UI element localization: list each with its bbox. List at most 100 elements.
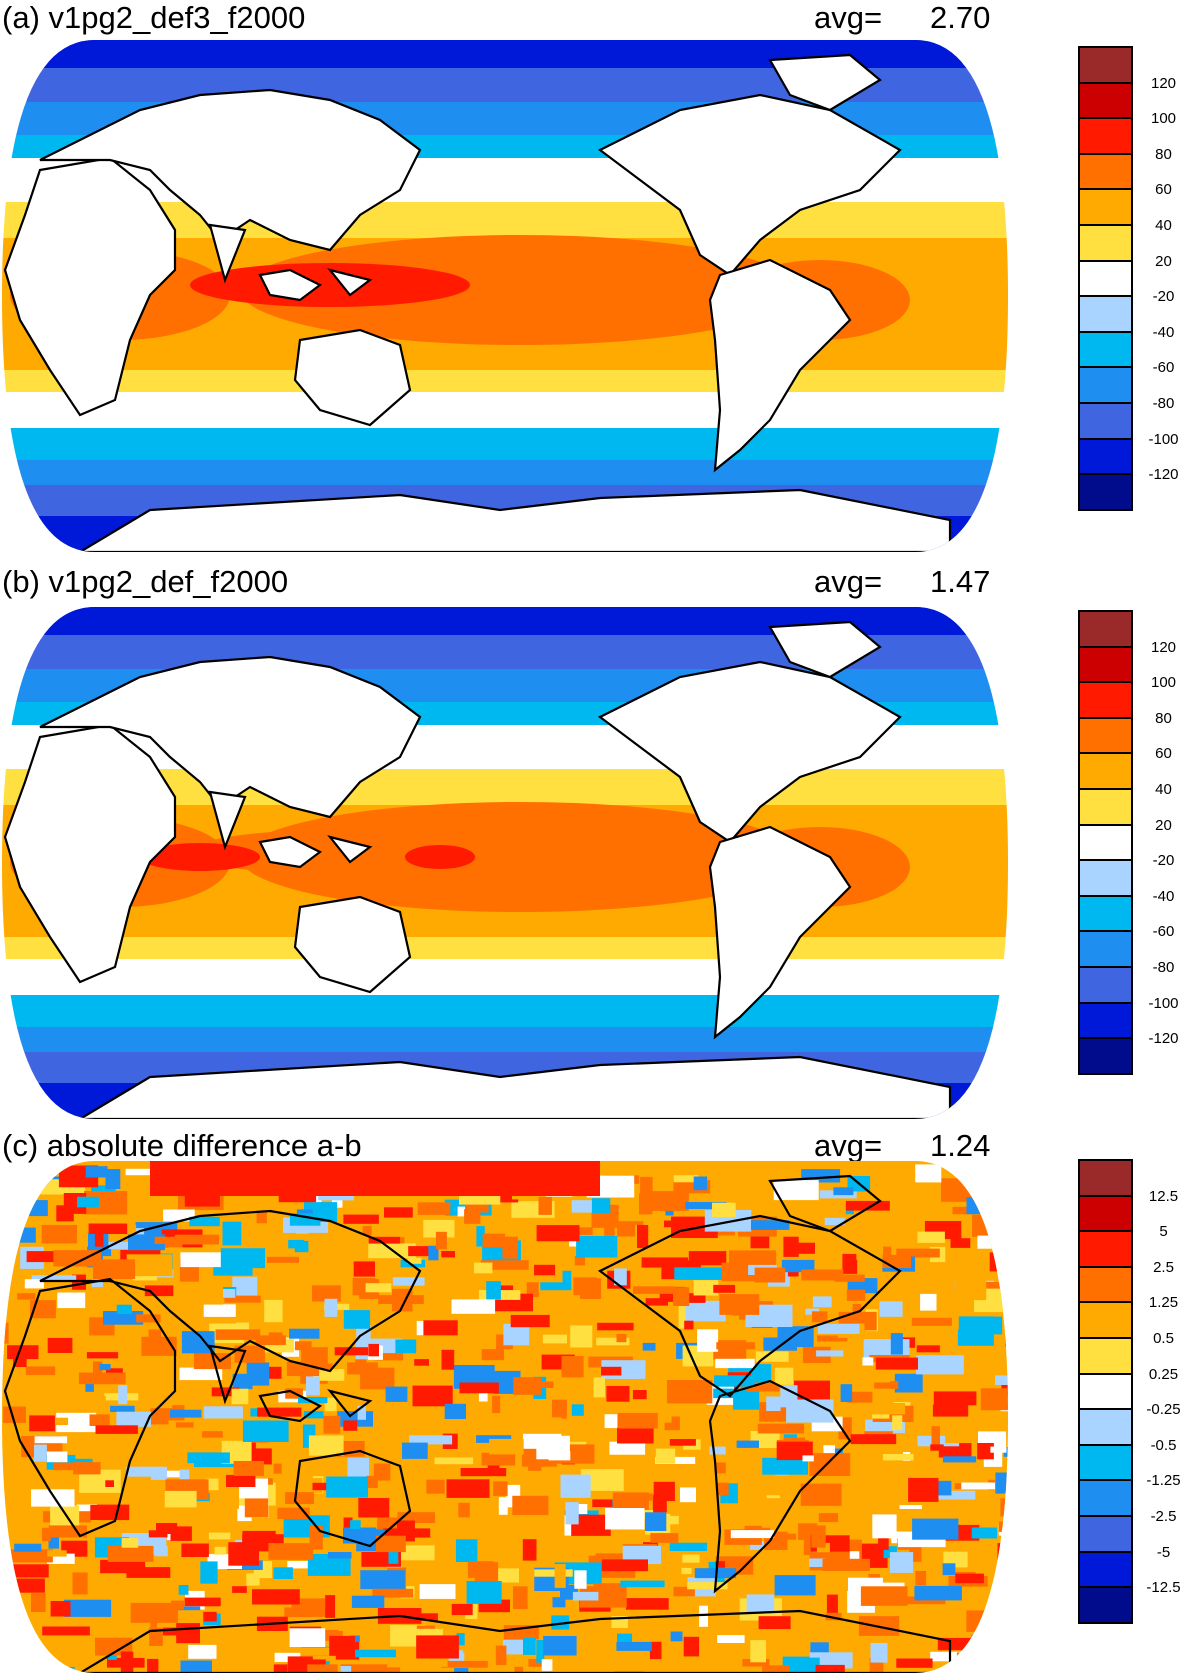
field-cell [673,1586,695,1597]
landmass-outline [597,1214,902,1398]
colorbar-swatch [1078,825,1133,862]
colorbar-swatch [1078,404,1133,440]
field-cell [816,1350,844,1357]
field-cell [222,1221,242,1246]
colorbar-swatch [1078,861,1133,897]
field-cell [716,1653,749,1666]
field-cell [353,1261,375,1277]
field-cell [456,1633,465,1646]
field-cell [992,1202,1008,1216]
field-cell [365,1283,392,1293]
field-bands [2,1161,1008,1673]
field-band [2,607,1008,629]
field-cell [503,1323,530,1346]
field-cell [552,1597,566,1608]
field-cell [434,1457,474,1465]
field-cell [274,1652,301,1662]
field-cell [673,1175,699,1183]
field-cell [669,1439,696,1446]
field-cell [956,1652,976,1670]
field-cell [295,1647,334,1656]
landmass-outline [293,1449,412,1548]
field-cell [24,1279,44,1289]
field-cell [498,1497,508,1515]
field-cell [645,1512,667,1531]
field-cell [697,1521,745,1530]
field-cell [48,1525,87,1538]
colorbar-tick-label: -100 [1148,430,1179,448]
field-band [2,959,1008,995]
field-cell [218,1485,239,1509]
field-cell [773,1180,819,1201]
landmass-outline [768,53,882,112]
field-cell [307,1554,351,1576]
field-cell [95,1637,133,1656]
colorbar-tick-label: -40 [1152,323,1175,341]
field-cell [840,1384,853,1402]
field-cell [136,1314,161,1323]
field-cell [147,1658,159,1673]
field-cell [617,1427,654,1444]
field-cell [180,1252,224,1268]
field-cell [674,1267,722,1280]
field-cell [997,1643,1008,1660]
landmass-outline [768,1174,882,1233]
field-cell [326,1476,368,1498]
field-cell [712,1202,736,1218]
field-cell [1000,1592,1008,1600]
field-cell [347,1362,378,1375]
field-cell [715,1358,755,1369]
field-cell [616,1641,652,1651]
field-cell [126,1466,167,1480]
field-cell [374,1353,404,1361]
field-cell [714,1375,755,1387]
field-cell [842,1253,858,1274]
field-cell [231,1388,249,1405]
field-cell [536,1640,545,1663]
field-cell [699,1605,708,1627]
field-cell [50,1601,71,1617]
field-cell [298,1397,328,1404]
field-cell [997,1543,1008,1562]
landmass-outline [708,1379,852,1594]
field-cell [347,1457,370,1480]
field-cell [99,1364,111,1371]
field-cell [34,1444,47,1462]
field-cell [408,1246,434,1257]
landmass-outline [76,488,952,552]
field-cell [328,1552,352,1559]
field-cell [250,1408,262,1417]
map-a [2,40,1008,552]
field-cell [458,1502,470,1518]
field-cell [766,1396,781,1411]
field-cell [13,1356,27,1367]
field-cell [179,1367,223,1381]
field-cell [978,1635,1008,1655]
colorbar-swatch [1078,1374,1133,1411]
field-cell [781,1259,815,1273]
field-cell [57,1292,86,1309]
colorbar-tick-label: 80 [1155,145,1172,163]
landmass-outline [597,93,902,277]
landmass-outline [327,1389,373,1418]
colorbar-tick-label: 120 [1150,638,1177,656]
colorbar-tick-label: 0.5 [1153,1330,1174,1347]
field-cell [541,1659,553,1671]
field-cell [329,1635,355,1656]
field-cell [1001,1585,1008,1604]
field-cell [833,1187,854,1196]
field-cell [95,1425,138,1434]
field-cell [118,1385,128,1405]
field-cell [373,1463,391,1481]
colorbar-tick-label: 40 [1155,217,1172,234]
field-cell [664,1220,686,1228]
field-cell [626,1598,669,1610]
field-cell [208,1532,231,1540]
field-cell [226,1669,246,1673]
field-cell [340,1664,388,1673]
field-cell [64,1599,112,1617]
field-cell [637,1225,649,1249]
field-cell [47,1553,75,1564]
field-cell [494,1568,519,1583]
field-cell [19,1670,29,1673]
